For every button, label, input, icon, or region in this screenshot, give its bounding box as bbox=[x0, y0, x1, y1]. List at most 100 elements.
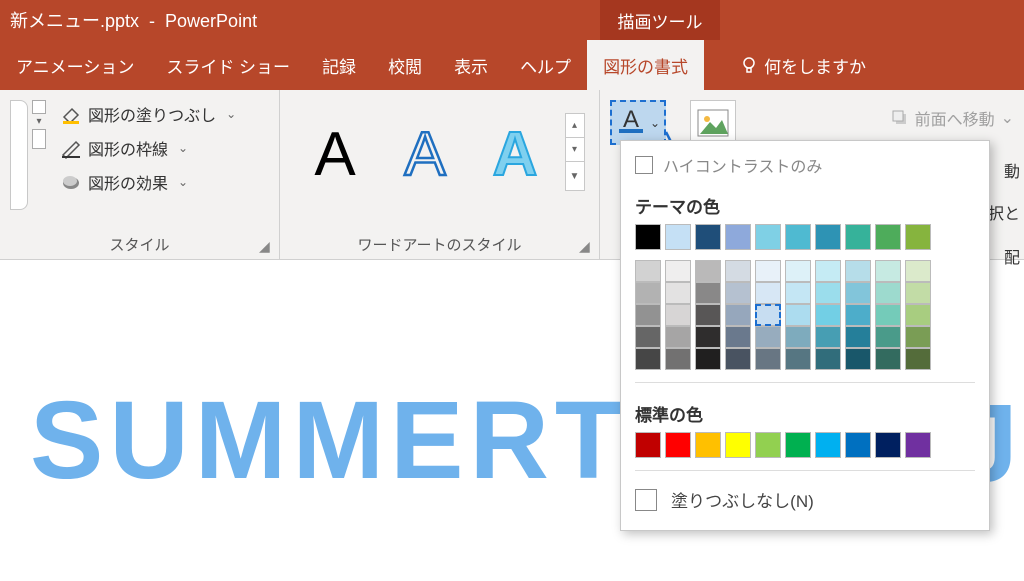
shade-swatch[interactable] bbox=[815, 304, 841, 326]
shade-swatch[interactable] bbox=[635, 260, 661, 282]
shade-swatch[interactable] bbox=[695, 282, 721, 304]
shade-swatch[interactable] bbox=[785, 282, 811, 304]
standard-swatch[interactable] bbox=[755, 432, 781, 458]
shade-swatch[interactable] bbox=[695, 304, 721, 326]
theme-swatch[interactable] bbox=[725, 224, 751, 250]
shade-swatch[interactable] bbox=[905, 326, 931, 348]
theme-swatch[interactable] bbox=[815, 224, 841, 250]
theme-swatch[interactable] bbox=[875, 224, 901, 250]
shade-swatch[interactable] bbox=[815, 260, 841, 282]
tab-図形の書式[interactable]: 図形の書式 bbox=[587, 40, 704, 90]
wordart-preset-2[interactable]: A bbox=[385, 106, 465, 198]
shade-swatch[interactable] bbox=[755, 348, 781, 370]
standard-swatch[interactable] bbox=[695, 432, 721, 458]
shade-swatch[interactable] bbox=[815, 326, 841, 348]
chevron-down-icon[interactable]: ▾ bbox=[32, 116, 46, 127]
theme-swatch[interactable] bbox=[695, 224, 721, 250]
shade-swatch[interactable] bbox=[785, 304, 811, 326]
shade-swatch[interactable] bbox=[725, 304, 751, 326]
standard-swatch[interactable] bbox=[845, 432, 871, 458]
nav-up-icon[interactable]: ▴ bbox=[566, 114, 584, 138]
tab-記録[interactable]: 記録 bbox=[306, 40, 372, 90]
standard-swatch[interactable] bbox=[785, 432, 811, 458]
wordart-gallery[interactable]: A A A ▴ ▾ ▼ bbox=[285, 96, 595, 198]
shade-swatch[interactable] bbox=[875, 326, 901, 348]
gallery-up-icon[interactable] bbox=[32, 100, 46, 114]
shade-swatch[interactable] bbox=[635, 282, 661, 304]
shade-swatch[interactable] bbox=[875, 348, 901, 370]
shade-swatch[interactable] bbox=[665, 348, 691, 370]
bring-forward-button[interactable]: 前面へ移動⌄ bbox=[891, 106, 1014, 130]
shade-swatch[interactable] bbox=[755, 282, 781, 304]
wordart-gallery-nav[interactable]: ▴ ▾ ▼ bbox=[565, 113, 585, 191]
shade-swatch[interactable] bbox=[725, 348, 751, 370]
shape-fill-button[interactable]: 図形の塗りつぶし ⌄ bbox=[56, 98, 240, 130]
shade-swatch[interactable] bbox=[815, 348, 841, 370]
shade-swatch[interactable] bbox=[875, 260, 901, 282]
shape-outline-button[interactable]: 図形の枠線 ⌄ bbox=[56, 132, 240, 164]
tab-スライド ショー[interactable]: スライド ショー bbox=[150, 40, 306, 90]
gallery-scroll[interactable]: ▾ bbox=[32, 100, 46, 149]
standard-swatch[interactable] bbox=[875, 432, 901, 458]
theme-swatch[interactable] bbox=[905, 224, 931, 250]
shade-swatch[interactable] bbox=[635, 304, 661, 326]
standard-swatch[interactable] bbox=[725, 432, 751, 458]
shade-swatch[interactable] bbox=[635, 348, 661, 370]
shade-swatch[interactable] bbox=[725, 326, 751, 348]
shade-swatch[interactable] bbox=[695, 260, 721, 282]
dialog-launcher-icon[interactable]: ◢ bbox=[579, 239, 593, 253]
high-contrast-row[interactable]: ハイ​コントラストのみ bbox=[635, 151, 975, 187]
shade-swatch[interactable] bbox=[755, 304, 781, 326]
shade-swatch[interactable] bbox=[665, 282, 691, 304]
nav-down-icon[interactable]: ▾ bbox=[566, 138, 584, 162]
tab-ヘルプ[interactable]: ヘルプ bbox=[504, 40, 587, 90]
shade-swatch[interactable] bbox=[905, 282, 931, 304]
shade-swatch[interactable] bbox=[755, 326, 781, 348]
tell-me[interactable]: 何をしますか bbox=[724, 40, 882, 90]
shade-swatch[interactable] bbox=[845, 282, 871, 304]
shade-swatch[interactable] bbox=[785, 326, 811, 348]
shade-swatch[interactable] bbox=[665, 260, 691, 282]
shade-swatch[interactable] bbox=[845, 260, 871, 282]
theme-swatch[interactable] bbox=[845, 224, 871, 250]
tab-アニメーション[interactable]: アニメーション bbox=[0, 40, 150, 90]
standard-swatch[interactable] bbox=[635, 432, 661, 458]
dialog-launcher-icon[interactable]: ◢ bbox=[259, 239, 273, 253]
gallery-more-icon[interactable] bbox=[32, 129, 46, 149]
shade-swatch[interactable] bbox=[875, 304, 901, 326]
shade-swatch[interactable] bbox=[845, 304, 871, 326]
theme-swatch[interactable] bbox=[665, 224, 691, 250]
wordart-preset-1[interactable]: A bbox=[295, 106, 375, 198]
shade-swatch[interactable] bbox=[845, 326, 871, 348]
shade-swatch[interactable] bbox=[725, 260, 751, 282]
standard-swatch[interactable] bbox=[905, 432, 931, 458]
high-contrast-checkbox[interactable] bbox=[635, 156, 653, 174]
standard-swatch[interactable] bbox=[815, 432, 841, 458]
shade-swatch[interactable] bbox=[755, 260, 781, 282]
shade-swatch[interactable] bbox=[635, 326, 661, 348]
shade-swatch[interactable] bbox=[695, 348, 721, 370]
nav-more-icon[interactable]: ▼ bbox=[566, 162, 584, 190]
shade-swatch[interactable] bbox=[905, 260, 931, 282]
shade-swatch[interactable] bbox=[875, 282, 901, 304]
theme-swatch[interactable] bbox=[755, 224, 781, 250]
theme-swatch[interactable] bbox=[635, 224, 661, 250]
shape-style-gallery-partial[interactable] bbox=[10, 100, 28, 210]
shade-swatch[interactable] bbox=[815, 282, 841, 304]
tab-表示[interactable]: 表示 bbox=[438, 40, 504, 90]
theme-swatch[interactable] bbox=[785, 224, 811, 250]
shade-swatch[interactable] bbox=[905, 348, 931, 370]
tab-校閲[interactable]: 校閲 bbox=[372, 40, 438, 90]
shade-swatch[interactable] bbox=[695, 326, 721, 348]
text-fill-button[interactable]: A ⌄ bbox=[610, 100, 666, 145]
shade-swatch[interactable] bbox=[785, 260, 811, 282]
shade-swatch[interactable] bbox=[785, 348, 811, 370]
shade-swatch[interactable] bbox=[725, 282, 751, 304]
standard-swatch[interactable] bbox=[665, 432, 691, 458]
wordart-preset-3[interactable]: A bbox=[475, 106, 555, 198]
shade-swatch[interactable] bbox=[905, 304, 931, 326]
contextual-tab-drawing-tools[interactable]: 描画ツール bbox=[600, 0, 720, 40]
shade-swatch[interactable] bbox=[845, 348, 871, 370]
no-fill-button[interactable]: 塗りつぶしなし(N) bbox=[635, 483, 975, 516]
shade-swatch[interactable] bbox=[665, 326, 691, 348]
